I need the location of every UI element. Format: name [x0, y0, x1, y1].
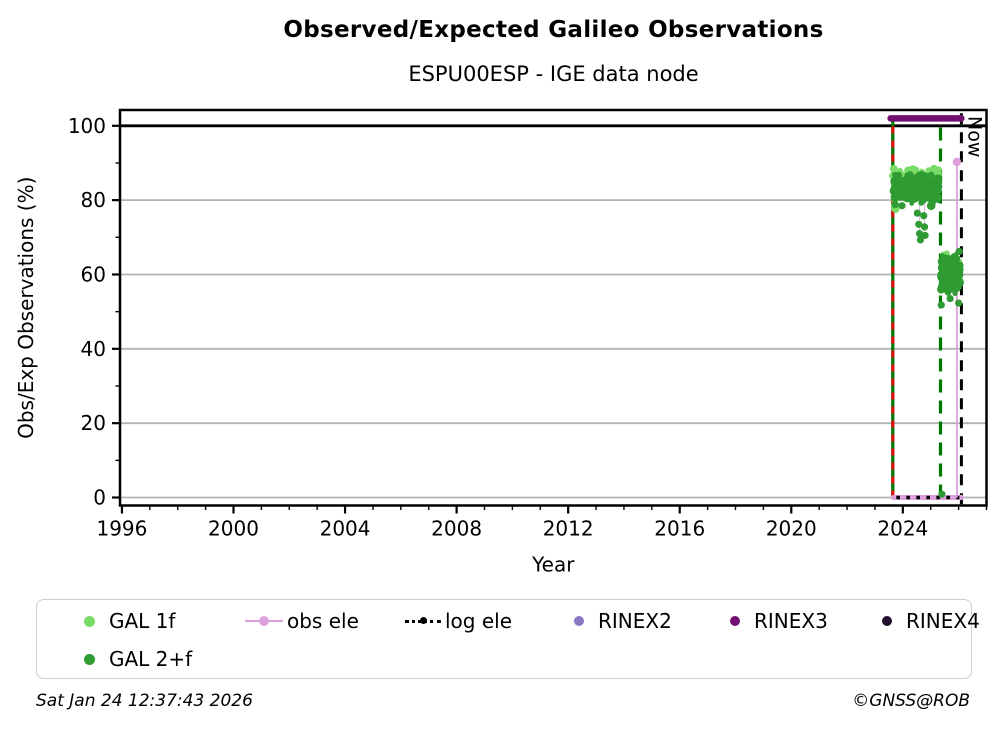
- gal-1f-marker-icon: [84, 615, 95, 627]
- data-point: [955, 261, 964, 270]
- data-point: [929, 200, 936, 207]
- now-label: Now: [963, 116, 985, 157]
- data-point: [907, 166, 914, 172]
- data-point: [952, 290, 958, 296]
- data-point: [908, 180, 914, 187]
- legend-item-rinex3: RINEX3: [730, 606, 828, 636]
- data-point: [910, 197, 917, 204]
- legend-item-obs-ele: obs ele: [245, 606, 359, 636]
- data-point: [892, 193, 898, 199]
- data-point: [894, 177, 902, 186]
- x-tick-label: 2012: [543, 517, 594, 541]
- gal-2pf-marker-icon: [84, 653, 95, 665]
- data-point: [901, 179, 910, 188]
- legend-label-rinex4: RINEX4: [906, 609, 980, 633]
- data-point: [937, 270, 946, 279]
- data-point: [892, 171, 899, 178]
- data-point-stray: [915, 220, 923, 228]
- x-tick-label: 2024: [877, 517, 928, 541]
- legend-label-log-ele: log ele: [445, 609, 513, 633]
- legend: GAL 1f GAL 2+f obs ele log ele RINEX2 RINEX3 R…: [36, 599, 980, 679]
- data-point: [942, 261, 947, 266]
- data-point: [956, 269, 963, 277]
- x-tick-label: 2000: [208, 517, 259, 541]
- data-point: [918, 199, 925, 206]
- data-point: [935, 196, 940, 201]
- data-point: [913, 185, 921, 192]
- data-point: [944, 269, 951, 277]
- x-tick-label: 2004: [320, 517, 371, 541]
- data-point-stray: [937, 301, 945, 309]
- legend-item-rinex4: RINEX4: [882, 606, 980, 636]
- data-point: [937, 283, 945, 291]
- data-point: [937, 169, 942, 175]
- legend-item-gal-2pf: GAL 2+f: [84, 644, 192, 674]
- y-tick-label: 20: [81, 411, 106, 435]
- legend-label-gal-1f: GAL 1f: [109, 609, 176, 633]
- data-point: [907, 173, 916, 183]
- rinex4-marker-icon: [882, 616, 892, 626]
- chart-title: Observed/Expected Galileo Observations: [283, 17, 824, 43]
- data-point: [924, 191, 933, 199]
- data-point: [914, 174, 924, 184]
- data-point: [913, 191, 920, 198]
- y-tick-label: 0: [93, 486, 106, 510]
- x-axis-label: Year: [531, 553, 575, 577]
- data-point-stray: [955, 299, 963, 307]
- data-point-stray: [921, 231, 929, 240]
- data-point-stray: [915, 229, 924, 238]
- data-point-stray: [955, 247, 963, 256]
- chart-canvas: 1996 2000 2004 2008 2012 2016 2020 2024 0 20 40 60 8…: [14, 108, 988, 577]
- x-tick-label: 2020: [766, 517, 817, 541]
- rinex2-marker-icon: [574, 616, 584, 626]
- data-point: [946, 276, 954, 284]
- data-point: [904, 172, 909, 178]
- x-tick-label: 1996: [96, 517, 147, 541]
- data-point: [912, 166, 920, 174]
- legend-label-rinex3: RINEX3: [754, 609, 828, 633]
- scatter-cluster: [937, 251, 964, 303]
- scatter-cluster: [889, 171, 943, 210]
- legend-label-rinex2: RINEX2: [598, 609, 672, 633]
- data-point: [951, 277, 960, 286]
- y-tick-label: 80: [81, 188, 106, 212]
- data-point-stray: [916, 236, 925, 244]
- copyright-label: ©GNSS@ROB: [852, 691, 970, 711]
- data-point: [891, 185, 898, 192]
- y-tick-label: 40: [81, 337, 106, 361]
- legend-label-obs-ele: obs ele: [287, 609, 359, 633]
- data-point: [946, 295, 954, 303]
- data-point-stray: [938, 490, 946, 498]
- data-point: [930, 164, 939, 173]
- data-point: [933, 174, 943, 184]
- obs-ele-marker: [952, 157, 962, 167]
- x-tick-label: 2008: [431, 517, 482, 541]
- log-ele-marker-icon: [405, 616, 441, 626]
- plot-border: [118, 108, 988, 507]
- obs-ele-marker-icon: [245, 616, 283, 626]
- data-point-stray: [891, 201, 899, 209]
- data-point: [934, 187, 942, 195]
- rinex3-marker-icon: [730, 616, 740, 626]
- data-point-stray: [920, 223, 929, 231]
- data-point-stray: [913, 209, 921, 217]
- data-point: [898, 202, 906, 210]
- data-point: [952, 285, 959, 291]
- chart-subtitle: ESPU00ESP - IGE data node: [408, 62, 699, 86]
- legend-label-gal-2pf: GAL 2+f: [109, 647, 193, 671]
- data-point: [925, 182, 932, 189]
- x-tick-label: 2016: [654, 517, 705, 541]
- data-point: [940, 265, 948, 273]
- legend-item-log-ele: log ele: [405, 606, 512, 636]
- data-point-stray: [920, 212, 928, 220]
- data-point: [906, 193, 912, 200]
- legend-item-rinex2: RINEX2: [574, 606, 672, 636]
- y-tick-label: 100: [68, 114, 106, 138]
- y-tick-label: 60: [81, 262, 106, 286]
- plot-timestamp: Sat Jan 24 12:37:43 2026: [36, 691, 253, 711]
- data-point: [947, 257, 956, 266]
- legend-item-gal-1f: GAL 1f: [84, 606, 175, 636]
- y-axis-label: Obs/Exp Observations (%): [14, 177, 38, 439]
